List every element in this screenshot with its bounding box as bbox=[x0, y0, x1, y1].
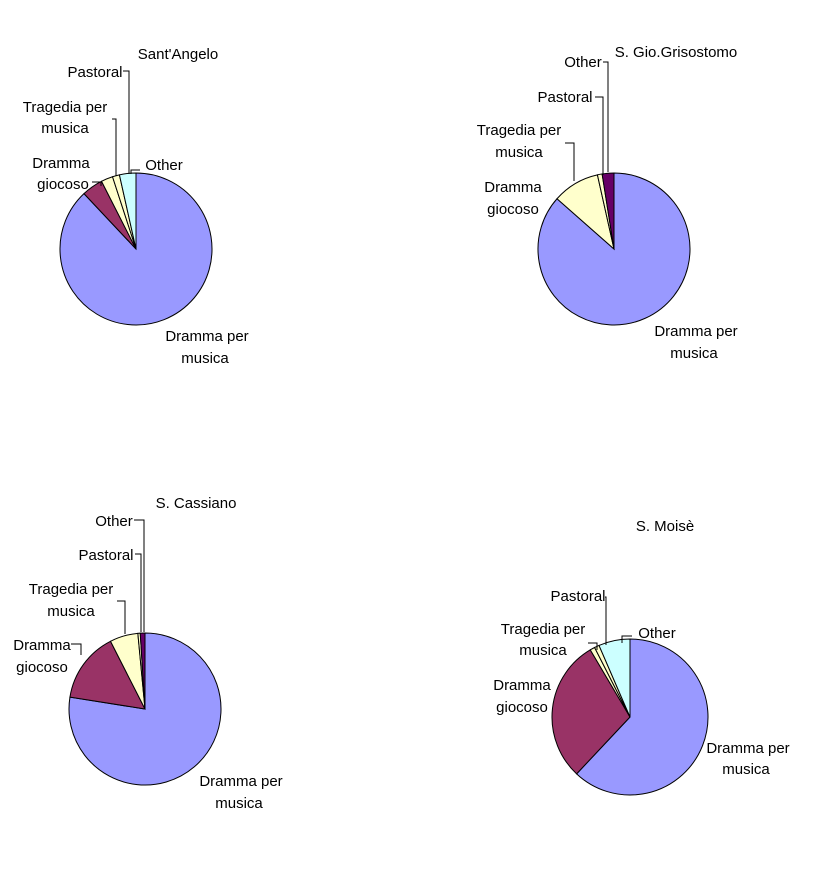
leader-other bbox=[134, 519, 145, 632]
leader-pastoral bbox=[595, 96, 604, 175]
label-dramma-per-musica: Dramma per musica bbox=[654, 323, 737, 362]
label-pastoral: Pastoral bbox=[67, 64, 122, 81]
slice-dramma-per-musica bbox=[68, 632, 222, 786]
slice-other bbox=[601, 172, 615, 250]
pie-chart-sant-angelo: Sant'Angelo Dramma per musica Dramma giocoso… bbox=[23, 46, 249, 367]
leader-dramma-giocoso bbox=[92, 181, 102, 186]
leader-tragedia-per-musica bbox=[117, 600, 126, 634]
leader-pastoral bbox=[123, 70, 130, 174]
label-tragedia-per-musica: Tragedia per musica bbox=[477, 122, 562, 161]
label-other: Other bbox=[638, 625, 676, 642]
pie-chart-s-mois: S. Moisè Dramma per musica Dramma giocoso Tra… bbox=[493, 518, 790, 796]
label-other: Other bbox=[95, 513, 133, 530]
label-tragedia-per-musica: Tragedia per musica bbox=[23, 99, 108, 137]
slice-dramma-per-musica bbox=[575, 638, 709, 796]
label-other: Other bbox=[145, 157, 183, 174]
slice-other bbox=[118, 172, 137, 250]
slice-other bbox=[598, 638, 631, 718]
leader-pastoral bbox=[135, 553, 142, 632]
slice-dramma-giocoso bbox=[551, 649, 631, 775]
leader-other bbox=[621, 635, 632, 643]
leader-dramma-giocoso bbox=[71, 643, 82, 655]
leader-tragedia-per-musica bbox=[565, 142, 575, 181]
pie-chart-s-cassiano: S. Cassiano Dramma per musica Dramma giocoso… bbox=[13, 495, 282, 812]
label-tragedia-per-musica: Tragedia per musica bbox=[29, 581, 114, 620]
label-dramma-giocoso: Dramma giocoso bbox=[32, 155, 90, 193]
label-dramma-per-musica: Dramma per musica bbox=[199, 773, 282, 812]
label-dramma-per-musica: Dramma per musica bbox=[706, 740, 789, 778]
leader-tragedia-per-musica bbox=[112, 118, 117, 176]
label-tragedia-per-musica: Tragedia per musica bbox=[501, 621, 586, 659]
chart-title: S. Cassiano bbox=[156, 495, 237, 512]
label-dramma-giocoso: Dramma giocoso bbox=[493, 677, 551, 716]
leader-other bbox=[130, 169, 140, 174]
leader-pastoral bbox=[605, 596, 607, 645]
slice-dramma-giocoso bbox=[69, 640, 146, 710]
pie-chart-s-gio-grisostomo: S. Gio.Grisostomo Dramma per musica Dramma g… bbox=[477, 44, 738, 362]
label-pastoral: Pastoral bbox=[78, 547, 133, 564]
slice-other bbox=[139, 632, 146, 710]
leader-other bbox=[603, 61, 609, 172]
label-other: Other bbox=[564, 54, 602, 71]
label-pastoral: Pastoral bbox=[550, 588, 605, 605]
chart-title: S. Moisè bbox=[636, 518, 694, 535]
label-dramma-per-musica: Dramma per musica bbox=[165, 328, 248, 367]
chart-title: S. Gio.Grisostomo bbox=[615, 44, 738, 61]
label-pastoral: Pastoral bbox=[537, 89, 592, 106]
label-dramma-giocoso: Dramma giocoso bbox=[13, 637, 71, 676]
label-dramma-giocoso: Dramma giocoso bbox=[484, 179, 542, 218]
leader-tragedia-per-musica bbox=[588, 642, 598, 650]
chart-title: Sant'Angelo bbox=[138, 46, 218, 63]
